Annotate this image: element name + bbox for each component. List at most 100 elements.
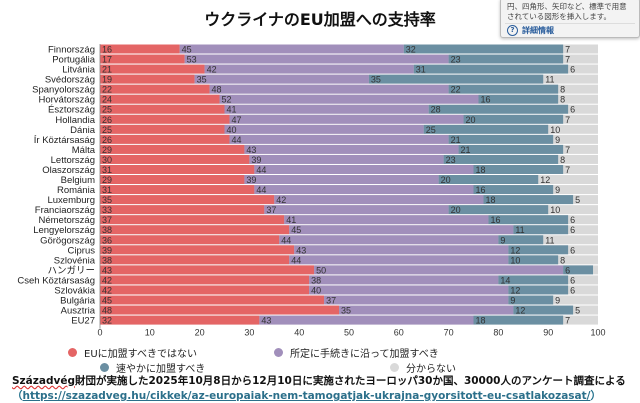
legend-label: 速やかに加盟すべき (116, 364, 206, 375)
source-name: Századvég (12, 375, 75, 387)
legend-label: 所定に手続きに沿って加盟すべき (290, 349, 439, 360)
paren-close: ） (590, 390, 601, 402)
data-label: 6 (570, 65, 575, 75)
more-info-link[interactable]: ? 詳細情報 (501, 25, 639, 36)
data-label: 44 (256, 185, 266, 195)
bar-segment (403, 44, 564, 54)
bar-segment (194, 74, 369, 84)
data-label: 11 (515, 225, 524, 235)
bar-segment (284, 215, 489, 225)
category-label: Svédország (45, 75, 95, 86)
data-label: 12 (540, 175, 550, 185)
bar-segment (219, 94, 479, 104)
data-label: 18 (476, 316, 486, 326)
x-tick-label: 70 (444, 328, 454, 338)
data-label: 42 (102, 275, 112, 285)
category-label: EU27 (71, 316, 95, 327)
data-label: 12 (510, 285, 520, 295)
bar-segment (100, 305, 340, 315)
source-link[interactable]: https://szazadveg.hu/cikkek/az-europaiak… (22, 390, 591, 402)
more-info-label: 詳細情報 (522, 26, 554, 35)
category-label: Dánia (70, 125, 96, 136)
bar-segment (259, 315, 474, 325)
x-tick-label: 80 (493, 328, 503, 338)
bar-segment (368, 74, 544, 84)
data-label: 7 (565, 165, 570, 175)
data-label: 26 (102, 115, 112, 125)
bar-segment (508, 295, 554, 305)
bar-segment (100, 94, 220, 104)
bar-segment (100, 185, 255, 195)
tooltip: 円、四角形、矢印など、標準で用意されている図形を挿入します。 ? 詳細情報 (500, 0, 640, 38)
bar-segment (100, 84, 210, 94)
data-label: 35 (102, 195, 112, 205)
x-tick-label: 20 (195, 328, 205, 338)
bar-segment (428, 104, 569, 114)
data-label: 9 (500, 235, 505, 245)
data-label: 29 (102, 145, 112, 155)
data-label: 25 (102, 105, 112, 115)
category-label: Litvánia (62, 65, 95, 76)
data-label: 52 (222, 95, 232, 105)
bar-segment (100, 195, 275, 205)
bar-segment (100, 104, 225, 114)
data-label: 39 (246, 175, 256, 185)
data-label: 28 (431, 105, 441, 115)
data-label: 50 (316, 265, 326, 275)
data-label: 10 (550, 125, 560, 135)
bar-segment (100, 124, 225, 134)
help-icon: ? (507, 25, 518, 36)
category-label: Ír Köztársaság (34, 135, 95, 146)
data-label: 42 (102, 285, 112, 295)
bar-segment (473, 315, 564, 325)
bar-segment (100, 255, 290, 265)
bar-segment (478, 94, 559, 104)
source-note: Századvég財団が実施した2025年10月8日から12月10日に実施された… (12, 373, 626, 388)
data-label: 44 (231, 135, 241, 145)
data-label: 6 (570, 225, 575, 235)
data-label: 8 (560, 155, 565, 165)
legend-swatch (100, 363, 109, 372)
data-label: 20 (451, 205, 461, 215)
data-label: 6 (570, 245, 575, 255)
data-label: 21 (102, 65, 112, 75)
data-label: 6 (565, 265, 570, 275)
bar-segment (100, 44, 180, 54)
category-label: Ciprus (68, 245, 96, 256)
bar-segment (229, 114, 464, 124)
bar-segment (413, 64, 569, 74)
data-label: 38 (311, 275, 321, 285)
category-label: Spanyolország (32, 85, 95, 96)
bar-segment (100, 235, 280, 245)
bar-segment (100, 265, 315, 275)
bar-segment (488, 215, 569, 225)
bar-segment (289, 255, 509, 265)
category-label: Málta (72, 145, 96, 156)
x-tick-label: 90 (543, 328, 553, 338)
data-label: 41 (227, 105, 237, 115)
category-label: Bulgária (60, 296, 96, 307)
data-label: 37 (326, 296, 336, 306)
bar-segment (209, 84, 449, 94)
bar-segment (443, 154, 559, 164)
data-label: 25 (102, 125, 112, 135)
data-label: 23 (451, 55, 461, 65)
data-label: 45 (291, 225, 301, 235)
category-label: Észtország (48, 105, 95, 116)
bar-segment (100, 245, 295, 255)
data-label: 6 (570, 275, 575, 285)
data-label: 43 (102, 265, 112, 275)
data-label: 44 (281, 235, 291, 245)
legend-item-3: 分からない (390, 360, 456, 375)
source-url-line: （https://szazadveg.hu/cikkek/az-europaia… (12, 388, 601, 403)
data-label: 6 (570, 285, 575, 295)
data-label: 10 (510, 255, 520, 265)
bar-segment (339, 305, 514, 315)
bar-segment (244, 175, 439, 185)
data-label: 43 (261, 316, 271, 326)
x-tick-label: 50 (344, 328, 354, 338)
category-label: Olaszország (42, 165, 95, 176)
legend-item-1: 所定に手続きに沿って加盟すべき (274, 345, 439, 360)
data-label: 37 (102, 215, 112, 225)
data-label: 35 (371, 75, 381, 85)
